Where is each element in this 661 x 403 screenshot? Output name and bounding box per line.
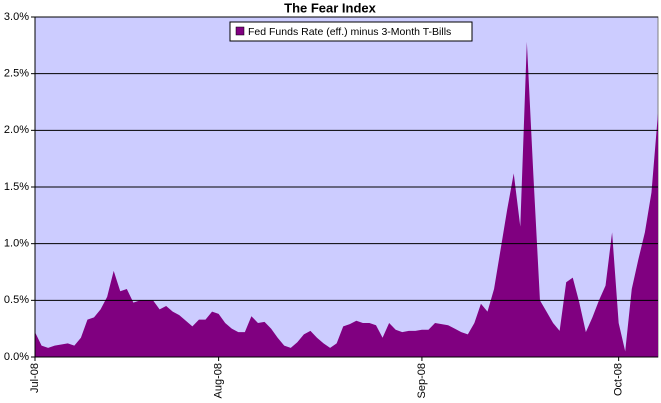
y-tick-label: 3.0% [4, 11, 29, 23]
chart-title: The Fear Index [284, 0, 377, 15]
legend-label: Fed Funds Rate (eff.) minus 3-Month T-Bi… [248, 26, 451, 38]
x-tick-label: Sep-08 [416, 363, 428, 398]
area [35, 41, 658, 357]
x-tick-label: Oct-08 [613, 363, 625, 396]
y-tick-label: 2.5% [4, 68, 29, 80]
y-tick-label: 2.0% [4, 124, 29, 136]
legend: Fed Funds Rate (eff.) minus 3-Month T-Bi… [229, 21, 473, 42]
y-tick-label: 1.0% [4, 238, 29, 250]
legend-box [229, 21, 473, 42]
y-tick-label: 0.0% [4, 351, 29, 363]
y-tick-label: 1.5% [4, 181, 29, 193]
x-tick-label: Jul-08 [29, 363, 41, 393]
y-tick-label: 0.5% [4, 294, 29, 306]
x-tick-label: Aug-08 [213, 363, 225, 398]
legend-swatch [235, 26, 245, 36]
